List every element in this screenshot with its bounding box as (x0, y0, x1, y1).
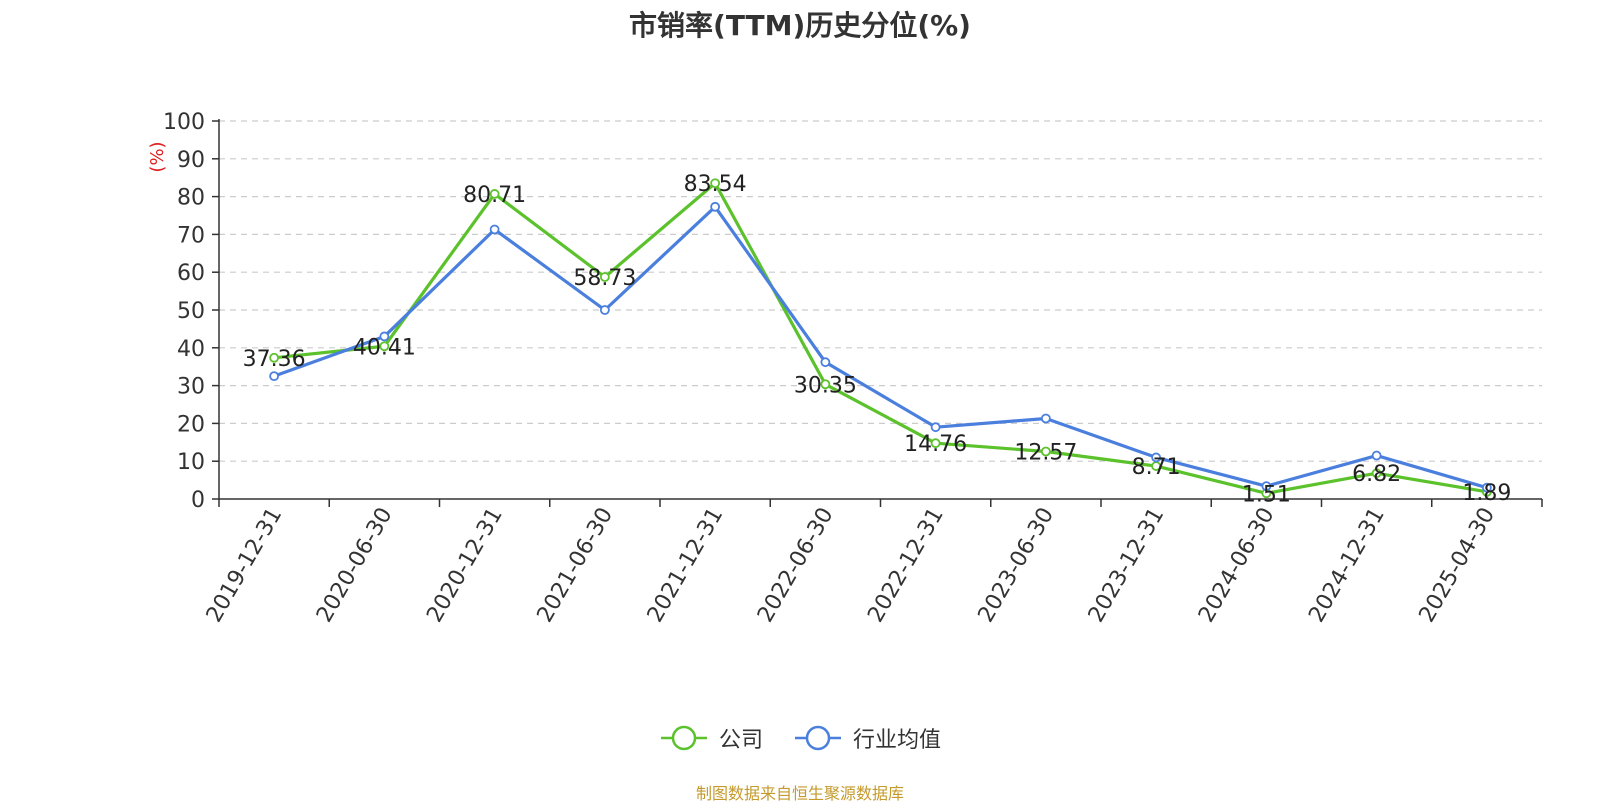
legend: 公司 行业均值 (0, 722, 1600, 754)
y-tick-label: 70 (177, 223, 205, 248)
data-point (1481, 482, 1492, 493)
data-point (269, 352, 280, 363)
data-label: 80.71 (463, 183, 526, 208)
data-label: 12.57 (1014, 440, 1077, 465)
x-tick-label: 2024-12-31 (1304, 504, 1390, 627)
data-label: 1.51 (1242, 482, 1291, 507)
x-tick-label: 2022-06-30 (753, 504, 839, 627)
x-tick-label: 2023-06-30 (973, 504, 1059, 627)
series-line (273, 181, 1488, 495)
data-label: 83.54 (684, 172, 747, 197)
data-point (1151, 452, 1162, 463)
legend-item[interactable]: 行业均值 (793, 722, 941, 754)
legend-item[interactable]: 公司 (659, 722, 763, 754)
legend-label: 公司 (718, 728, 763, 753)
data-label: 14.76 (904, 432, 967, 457)
data-point (379, 331, 390, 342)
y-tick-label: 80 (177, 186, 205, 211)
data-point (930, 438, 941, 449)
data-point (1371, 450, 1382, 461)
grid-layer (219, 120, 1542, 462)
chart-title: 市销率(TTM)历史分位(%) (629, 9, 971, 42)
y-axis-label: (%) (147, 141, 168, 172)
y-tick-label: 0 (191, 488, 205, 513)
data-label: 40.41 (353, 335, 416, 360)
data-label: 8.71 (1132, 455, 1181, 480)
data-point (269, 371, 280, 382)
series-layer (269, 178, 1492, 499)
y-tick-label: 10 (177, 450, 205, 475)
x-tick-label: 2022-12-31 (863, 504, 949, 627)
data-label: 58.73 (573, 266, 636, 291)
data-label: 1.89 (1462, 481, 1511, 506)
y-tick-label: 40 (177, 337, 205, 362)
y-tick-label: 50 (177, 299, 205, 324)
axis-layer: 0 10 20 30 40 50 60 70 80 90 100 (%) 2019-12-31 2020-… (147, 110, 1543, 627)
data-point (1261, 481, 1272, 492)
y-tick-label: 100 (163, 110, 205, 135)
data-point (379, 341, 390, 352)
data-label-layer: 37.36 40.41 80.71 58.73 83.54 30.35 14.76 12.57… (243, 172, 1512, 507)
x-tick-label: 2025-04-30 (1414, 504, 1500, 627)
data-point (489, 224, 500, 235)
data-point (489, 189, 500, 199)
data-point (820, 357, 831, 368)
data-point (1040, 446, 1051, 457)
y-tick-label: 20 (177, 412, 205, 437)
data-point (1040, 413, 1051, 424)
data-point (710, 201, 721, 212)
data-point (599, 305, 610, 315)
x-tick-label: 2024-06-30 (1194, 504, 1280, 627)
data-point (710, 178, 721, 189)
y-tick-label: 60 (177, 261, 205, 286)
legend-marker-icon (660, 725, 707, 751)
data-label: 37.36 (243, 347, 306, 372)
data-label: 6.82 (1352, 462, 1401, 487)
data-point (1371, 468, 1382, 479)
series-line (273, 205, 1488, 490)
y-tick-label: 30 (177, 375, 205, 400)
legend-label: 行业均值 (853, 728, 942, 753)
data-label: 30.35 (794, 373, 857, 398)
legend-marker-icon (795, 725, 841, 751)
y-tick-label: 90 (177, 148, 205, 173)
source-note: 制图数据来自恒生聚源数据库 (695, 784, 904, 803)
data-point (820, 379, 831, 390)
x-tick-label: 2023-12-31 (1084, 504, 1170, 627)
x-tick-label: 2019-12-31 (202, 504, 288, 627)
data-point (599, 272, 610, 282)
x-tick-label: 2021-06-30 (532, 504, 618, 627)
x-tick-label: 2020-12-31 (422, 504, 508, 627)
data-point (930, 422, 941, 433)
x-tick-label: 2020-06-30 (312, 504, 398, 627)
x-tick-label: 2021-12-31 (643, 504, 729, 627)
